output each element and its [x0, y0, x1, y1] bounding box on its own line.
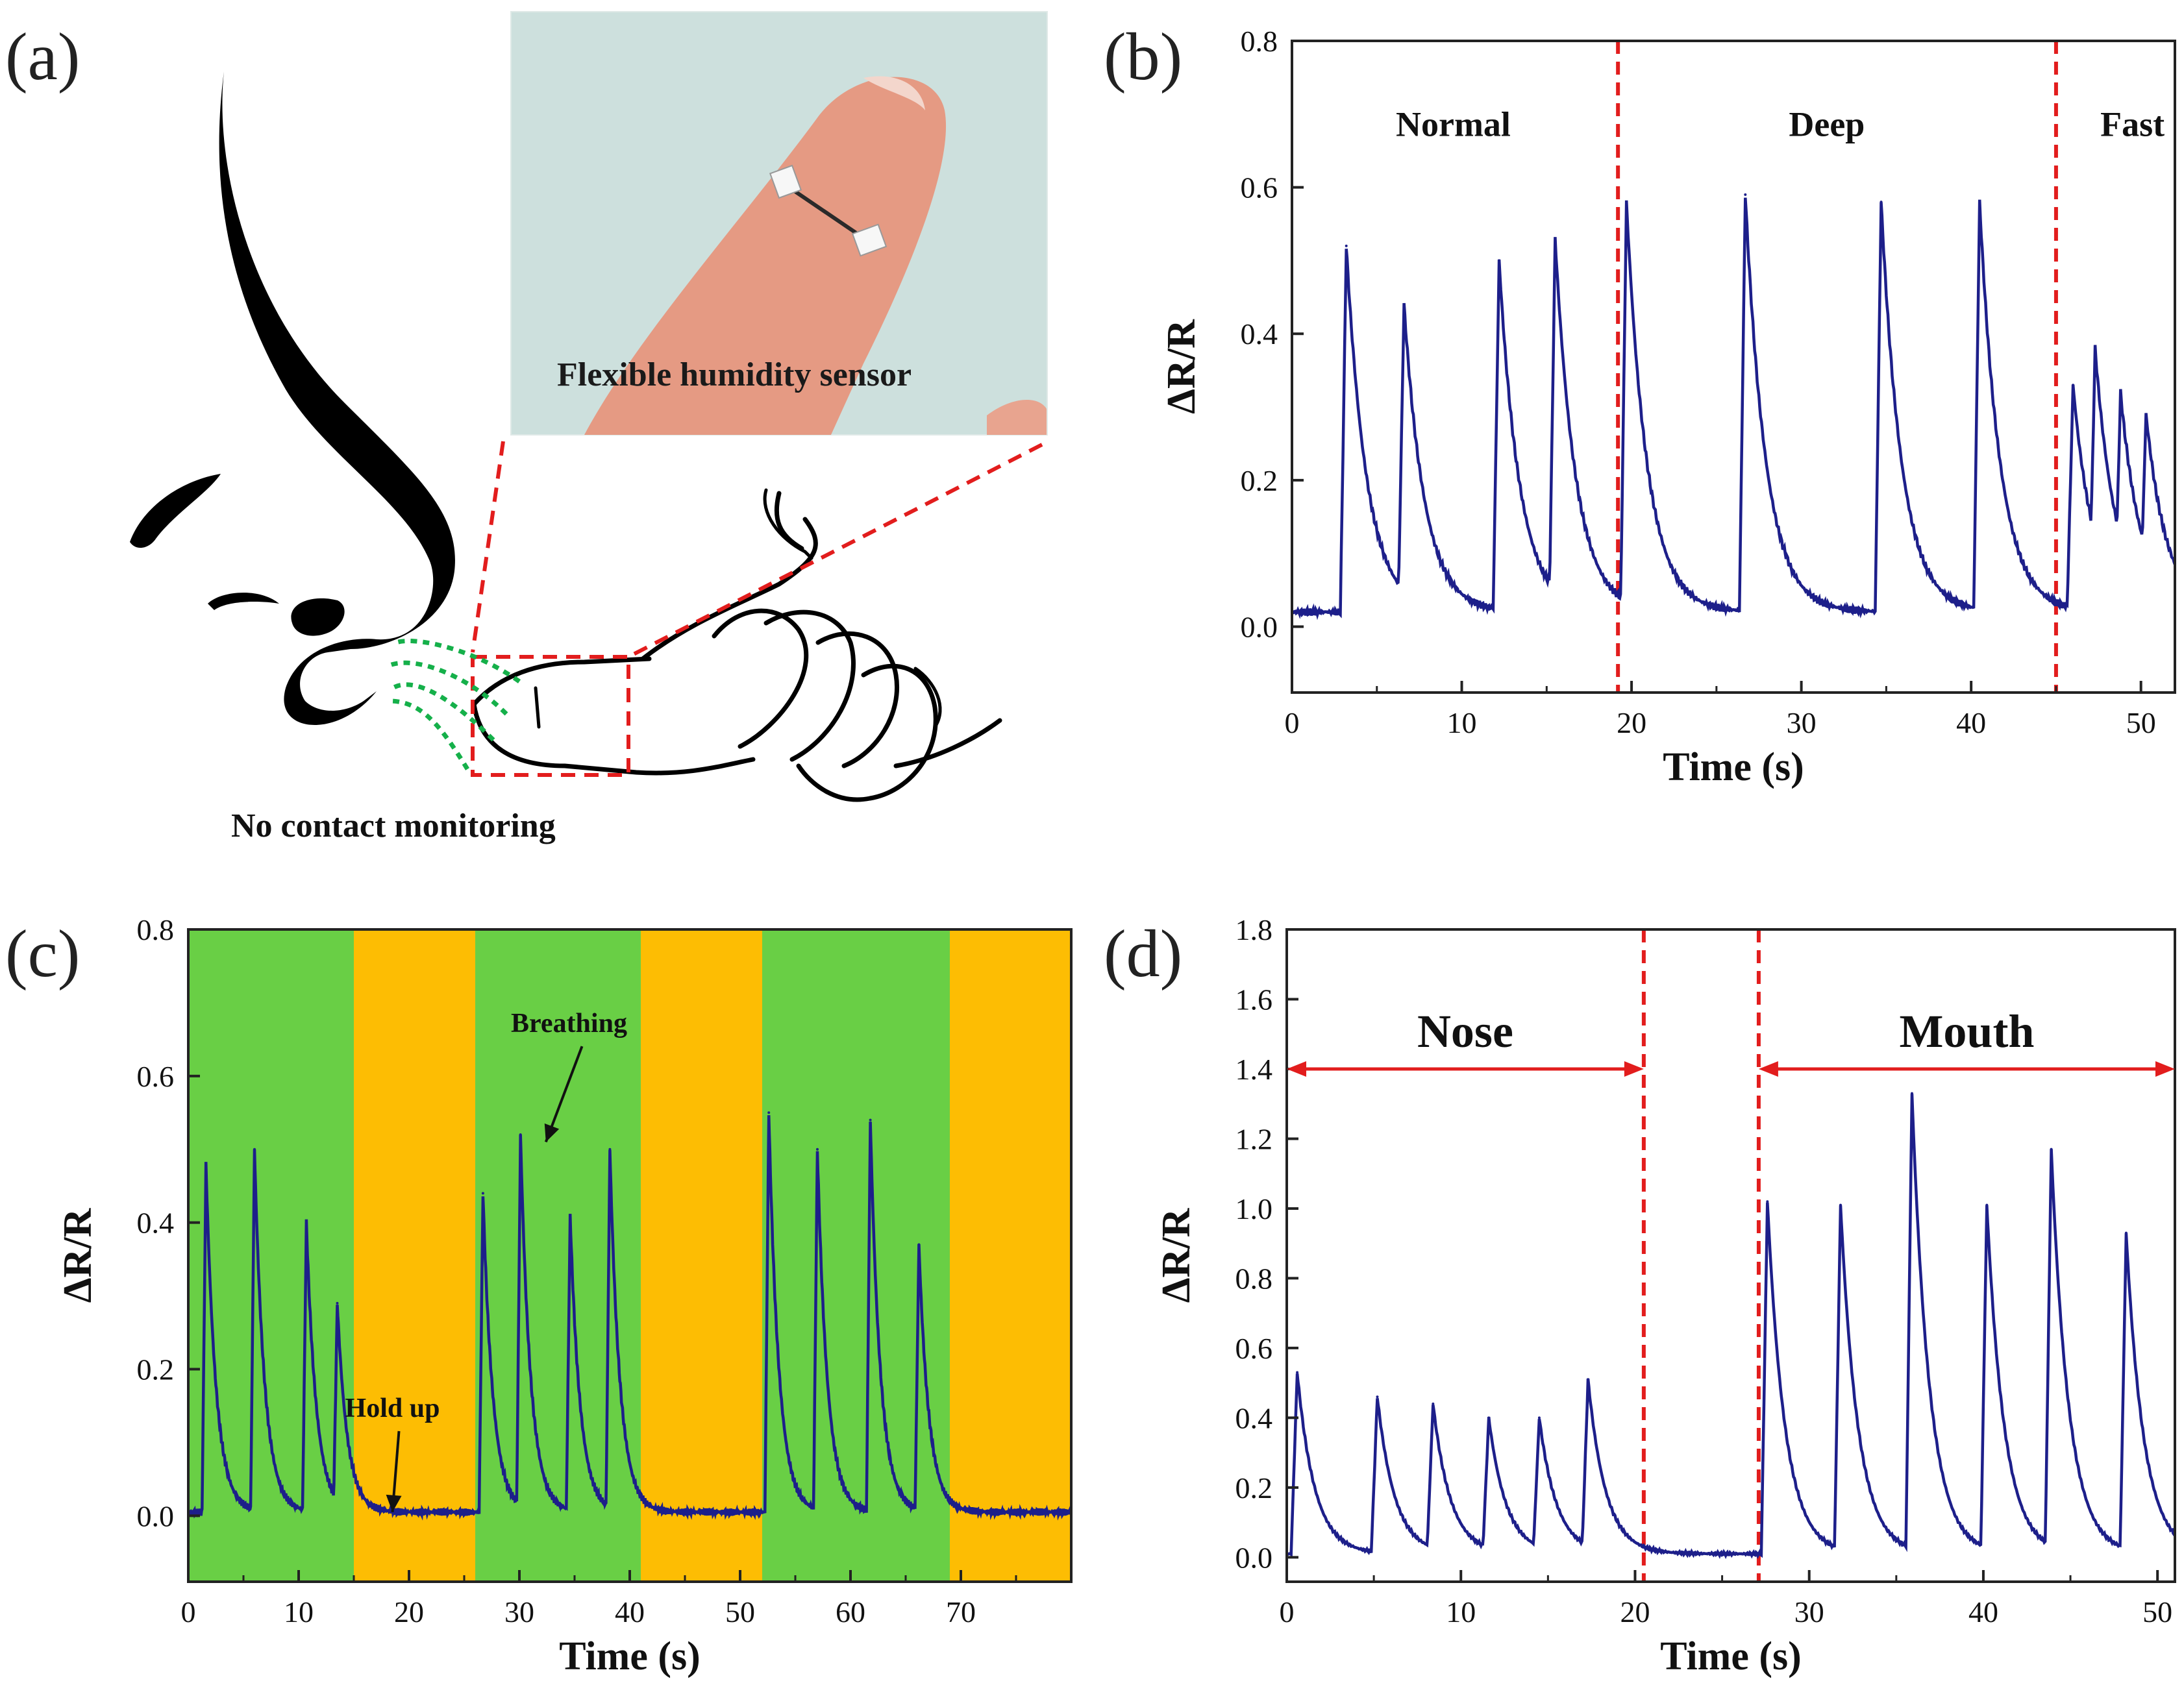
chart-d-ytick-label: 0.6: [1235, 1332, 1273, 1365]
chart-d-peak-point: [2050, 1148, 2053, 1151]
chart-d-ytick-label: 0.8: [1235, 1262, 1273, 1295]
panel-label-a: (a): [5, 19, 81, 94]
sensor-device: [769, 164, 887, 257]
chart-c-plot-frame: [187, 928, 1073, 1583]
chart-d-peak-point: [1766, 1200, 1769, 1203]
chart-c-xtick-label: 60: [836, 1595, 865, 1628]
chart-c-ytick-label: 0.8: [137, 913, 175, 946]
chart-c-band-hold: [950, 929, 1071, 1582]
chart-c-ytick-label: 0.6: [137, 1060, 175, 1093]
chart-d-peak-point: [1537, 1416, 1541, 1419]
chart-d-peak-point: [1910, 1092, 1913, 1095]
chart-d-range-label: Mouth: [1899, 1005, 2034, 1057]
chart-c-peak-point: [304, 1221, 308, 1224]
chart-d-ytick-label: 1.8: [1235, 913, 1273, 946]
chart-d-peak-point: [1587, 1378, 1590, 1381]
photo-caption: Flexible humidity sensor: [557, 356, 912, 393]
panel-label-d: (d): [1104, 916, 1183, 991]
chart-d-xtick-label: 0: [1280, 1595, 1295, 1628]
chart-c-band-breathing: [188, 929, 354, 1582]
chart-d-ylabel: ΔR/R: [1154, 1207, 1198, 1303]
chart-c-xtick-label: 70: [946, 1595, 976, 1628]
chart-c-series-line: [188, 1115, 1073, 1521]
zoom-indicator: [471, 441, 1043, 777]
chart-c-band-hold: [641, 929, 762, 1582]
chart-c-annotation-arrow: [544, 1046, 584, 1143]
chart-c-band-breathing: [475, 929, 641, 1582]
chart-d-range-label: Nose: [1417, 1005, 1513, 1057]
chart-d-ytick-label: 0.4: [1235, 1401, 1273, 1434]
chart-c-peak-point: [608, 1148, 612, 1151]
sensor-photo: [510, 11, 1048, 436]
chart-c-ytick-label: 0.2: [137, 1353, 175, 1386]
chart-c-annotation: Hold up: [345, 1394, 440, 1423]
chart-c-peak-point: [205, 1162, 208, 1166]
chart-c-xtick-label: 30: [504, 1595, 534, 1628]
chart-d-xtick-label: 40: [1968, 1595, 1998, 1628]
chart-d-peak-point: [1376, 1395, 1379, 1399]
chart-c-ytick-label: 0.4: [137, 1207, 175, 1240]
chart-d-range-arrowhead: [1287, 1061, 1306, 1077]
panel-label-c: (c): [5, 916, 81, 991]
chart-c-peak-point: [569, 1214, 572, 1217]
chart-d-plot-frame: [1285, 928, 2176, 1583]
hand-drawing: [471, 488, 1002, 802]
chart-d-ytick-label: 0.2: [1235, 1471, 1273, 1504]
chart-c-ytick-label: 0.0: [137, 1499, 175, 1532]
chart-d-xtick-label: 30: [1794, 1595, 1824, 1628]
chart-c-peak-point: [816, 1148, 819, 1151]
chart-d-peak-point: [1487, 1416, 1491, 1419]
chart-d-ytick-label: 1.6: [1235, 983, 1273, 1016]
nose-drawing: [130, 71, 455, 726]
chart-c-xlabel: Time (s): [559, 1634, 701, 1678]
chart-c-peak-point: [869, 1118, 872, 1122]
chart-c-annotation-arrowhead: [386, 1494, 402, 1512]
chart-d-xtick-label: 10: [1446, 1595, 1476, 1628]
chart-d-peak-point: [2124, 1231, 2128, 1234]
chart-d-xlabel: Time (s): [1660, 1634, 1802, 1678]
chart-d-series-line: [1287, 1094, 2176, 1560]
chart-d-ytick-label: 1.4: [1235, 1053, 1273, 1086]
chart-d-xtick-label: 20: [1620, 1595, 1650, 1628]
chart-c-xtick-label: 40: [615, 1595, 645, 1628]
chart-d-range-arrowhead: [2155, 1061, 2175, 1077]
chart-d-range-arrowhead: [1624, 1061, 1644, 1077]
chart-c-peak-point: [481, 1192, 484, 1195]
chart-c-annotation-arrowhead: [544, 1123, 560, 1142]
chart-c-peak-point: [917, 1243, 921, 1246]
chart-c-annotation-arrow: [391, 1431, 401, 1512]
airflow-arcs: [388, 639, 521, 770]
chart-d-peak-point: [1839, 1203, 1842, 1207]
chart-d-xtick-label: 50: [2142, 1595, 2172, 1628]
chart-c-ylabel: ΔR/R: [56, 1207, 100, 1303]
chart-d-peak-point: [1985, 1203, 1989, 1207]
chart-c-xtick-label: 50: [725, 1595, 755, 1628]
chart-d-range-arrowhead: [1758, 1061, 1778, 1077]
chart-c-band-hold: [354, 929, 475, 1582]
chart-c-peak-point: [519, 1133, 522, 1136]
chart-d-peak-point: [1296, 1371, 1299, 1374]
chart-d-ytick-label: 1.2: [1235, 1122, 1273, 1155]
chart-c-xtick-label: 10: [284, 1595, 314, 1628]
chart-c-peak-point: [767, 1111, 771, 1114]
chart-c-annotation: Breathing: [511, 1009, 627, 1038]
chart-d-peak-point: [1432, 1402, 1435, 1405]
panel-label-b: (b): [1104, 19, 1183, 94]
chart-c-peak-point: [336, 1301, 339, 1305]
chart-d-ytick-label: 0.0: [1235, 1541, 1273, 1574]
chart-c-band-breathing: [762, 929, 950, 1582]
chart-c-peak-point: [253, 1148, 256, 1151]
chart-c-xtick-label: 0: [181, 1595, 196, 1628]
panel-a-illustration: [130, 11, 1048, 802]
chart-c-xtick-label: 20: [394, 1595, 424, 1628]
no-contact-caption: No contact monitoring: [231, 807, 556, 844]
chart-d-ytick-label: 1.0: [1235, 1192, 1273, 1225]
